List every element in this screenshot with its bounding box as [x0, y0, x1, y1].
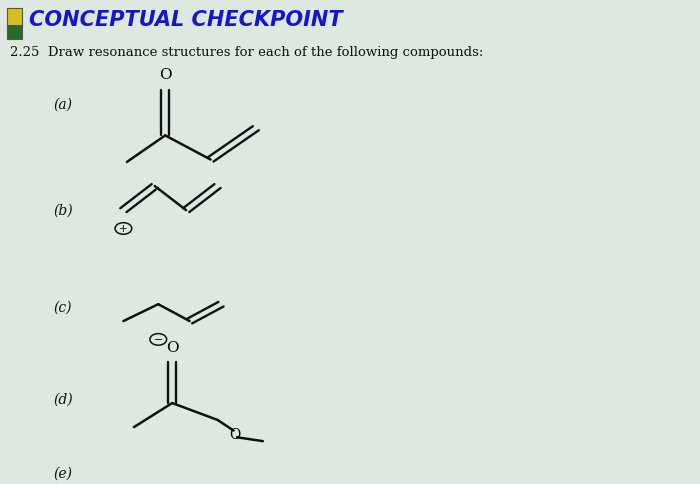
FancyBboxPatch shape [7, 9, 22, 28]
Text: (d): (d) [54, 392, 74, 406]
Text: O: O [166, 341, 179, 355]
Text: 2.25  Draw resonance structures for each of the following compounds:: 2.25 Draw resonance structures for each … [10, 45, 483, 59]
Text: (c): (c) [54, 300, 72, 314]
Text: (b): (b) [54, 204, 74, 218]
Text: (e): (e) [54, 466, 73, 480]
Text: O: O [159, 68, 172, 82]
Text: (a): (a) [54, 98, 73, 112]
FancyBboxPatch shape [7, 27, 22, 40]
Text: +: + [119, 224, 127, 234]
Text: −: − [153, 335, 163, 345]
Text: CONCEPTUAL CHECKPOINT: CONCEPTUAL CHECKPOINT [29, 10, 343, 30]
Text: O: O [230, 427, 241, 441]
